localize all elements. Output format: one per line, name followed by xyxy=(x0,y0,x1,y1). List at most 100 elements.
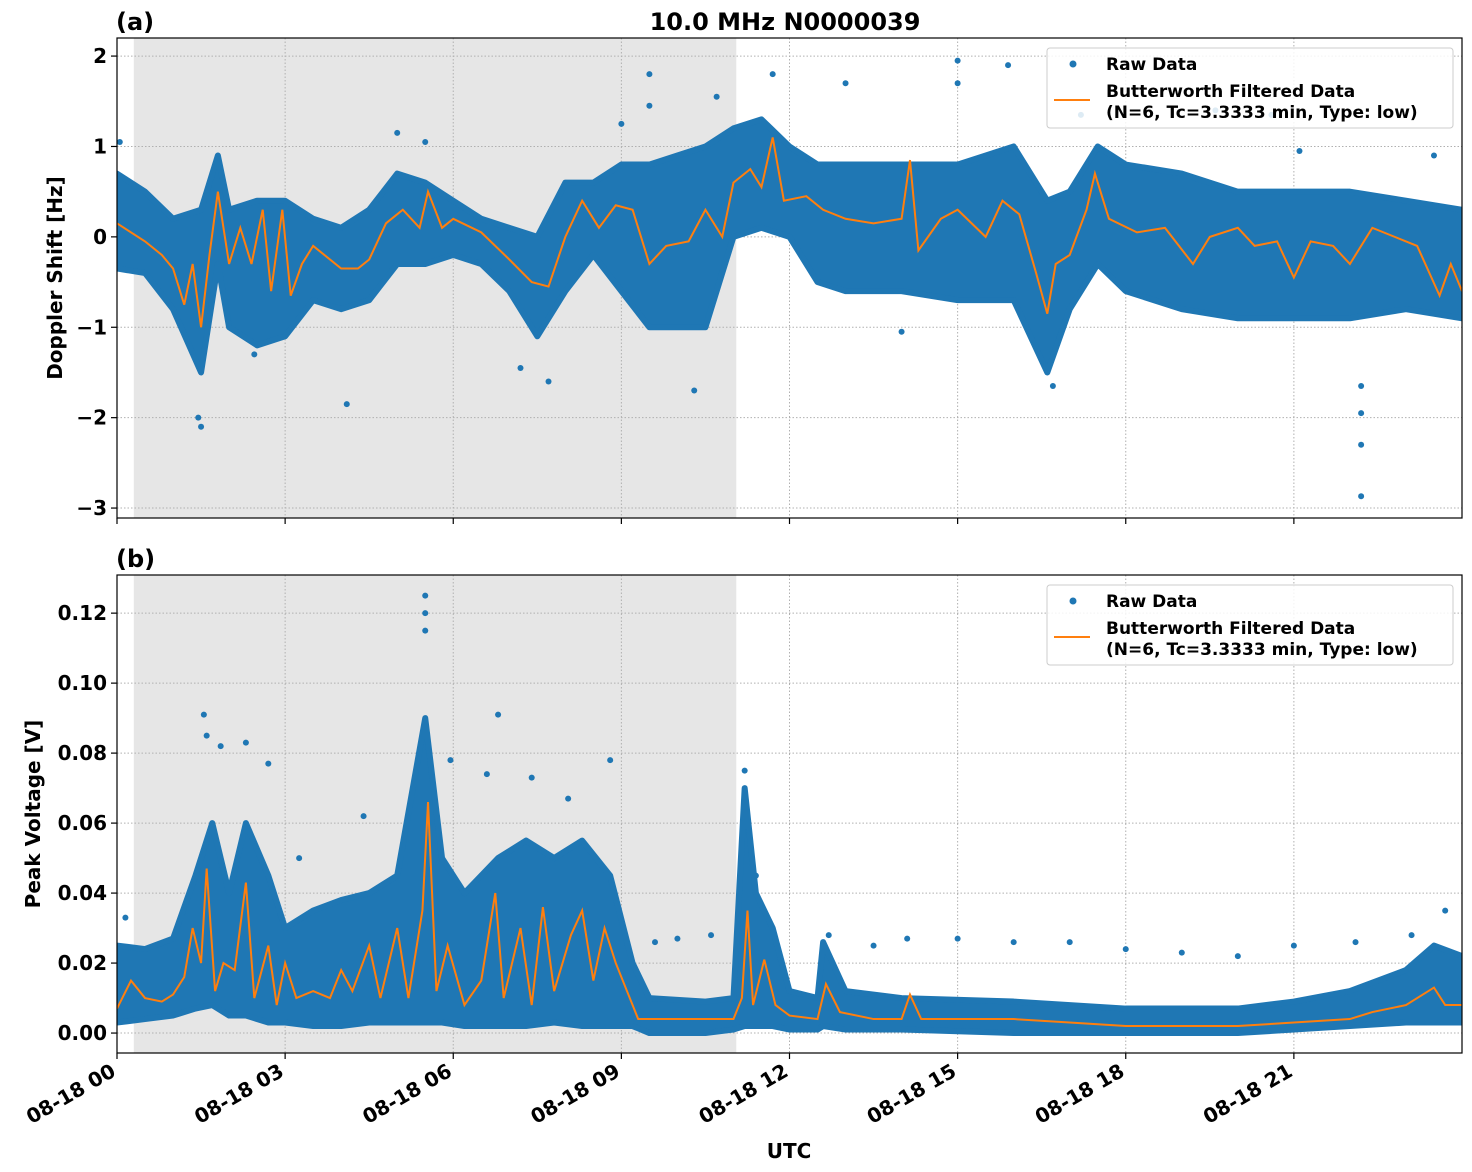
panel-label-a: (a) xyxy=(116,8,154,36)
x-tick-label: 08-18 15 xyxy=(863,1059,961,1129)
legend-box xyxy=(1046,584,1454,666)
y-tick-label: 0.04 xyxy=(58,881,107,905)
raw-data-point xyxy=(343,401,350,408)
x-tick-label: 08-18 18 xyxy=(1031,1059,1129,1129)
y-tick-label: −1 xyxy=(76,315,107,339)
plot-content-b xyxy=(117,575,1462,1053)
raw-data-point xyxy=(1122,946,1129,953)
legend-label-filter-params: (N=6, Tc=3.3333 min, Type: low) xyxy=(1106,640,1418,660)
raw-data-point xyxy=(483,771,490,778)
raw-data-point xyxy=(708,932,715,939)
raw-data-point xyxy=(652,939,658,946)
x-tick-label: 08-18 21 xyxy=(1199,1059,1297,1129)
raw-data-point xyxy=(545,378,552,385)
raw-data-point xyxy=(1352,939,1359,946)
legend-label-filtered: Butterworth Filtered Data xyxy=(1106,82,1355,102)
y-tick-label: 0.10 xyxy=(58,671,107,695)
y-tick-label: 0.06 xyxy=(58,811,107,835)
y-tick-label: −2 xyxy=(76,406,107,430)
y-tick-label: 1 xyxy=(93,134,107,158)
raw-data-point xyxy=(1178,949,1185,956)
raw-data-point xyxy=(674,935,681,942)
y-axis-label-a: Doppler Shift [Hz] xyxy=(43,176,67,380)
raw-data-scatter-band xyxy=(117,715,1462,1037)
raw-data-point xyxy=(769,71,776,78)
raw-data-point xyxy=(195,414,202,421)
raw-data-point xyxy=(296,855,303,862)
y-tick-label: 0 xyxy=(93,225,107,249)
raw-data-point xyxy=(251,351,258,358)
legend-label-filtered: Butterworth Filtered Data xyxy=(1106,619,1355,639)
raw-data-point xyxy=(422,138,429,145)
raw-data-point xyxy=(825,932,832,939)
x-tick-label: 08-18 03 xyxy=(190,1059,288,1129)
raw-data-point xyxy=(741,767,748,774)
raw-data-point xyxy=(752,872,759,879)
raw-data-point xyxy=(1049,383,1056,390)
raw-data-point xyxy=(203,732,210,739)
x-tick-label: 08-18 12 xyxy=(694,1059,792,1129)
legend-marker-raw xyxy=(1069,597,1077,605)
y-axis-label-b: Peak Voltage [V] xyxy=(21,720,45,909)
raw-data-point xyxy=(904,935,911,942)
raw-data-point xyxy=(954,935,961,942)
raw-data-point xyxy=(1430,152,1437,159)
raw-data-point xyxy=(422,610,429,617)
raw-data-point xyxy=(1290,942,1297,949)
raw-data-point xyxy=(394,129,401,136)
raw-data-point xyxy=(646,102,653,109)
raw-data-point xyxy=(200,711,207,718)
raw-data-point xyxy=(1358,441,1365,448)
raw-data-point xyxy=(122,914,129,921)
y-tick-label: 0.00 xyxy=(58,1021,107,1045)
legend-label-raw: Raw Data xyxy=(1106,592,1197,612)
y-tick-label: 0.12 xyxy=(58,601,107,625)
plot-area-b: 0.00 0.02 0.04 0.06 0.08 0.10 0.12 Raw Data Butt… xyxy=(58,574,1463,1059)
raw-data-point xyxy=(1234,953,1241,960)
raw-data-scatter-band xyxy=(117,116,1462,376)
raw-data-point xyxy=(691,387,698,394)
raw-data-point xyxy=(954,80,961,87)
raw-data-point xyxy=(447,757,454,764)
raw-data-point xyxy=(495,711,502,718)
raw-data-point xyxy=(1066,939,1073,946)
legend-a: Raw Data Butterworth Filtered Data(N=6, T… xyxy=(1046,47,1454,129)
x-tick-label: 08-18 09 xyxy=(526,1059,624,1129)
raw-data-point xyxy=(870,942,877,949)
raw-data-point xyxy=(1358,493,1365,500)
raw-data-point xyxy=(242,739,249,746)
raw-data-point xyxy=(1408,932,1415,939)
raw-data-point xyxy=(117,138,123,145)
raw-data-point xyxy=(618,120,625,127)
raw-data-point xyxy=(1005,62,1012,69)
y-tick-label: −3 xyxy=(76,496,107,520)
raw-data-point xyxy=(528,774,535,781)
y-tick-label: 0.08 xyxy=(58,741,107,765)
raw-data-point xyxy=(1358,383,1365,390)
raw-data-point xyxy=(607,757,614,764)
raw-data-point xyxy=(1442,907,1449,914)
plot-area-a: 2 1 0 −1 −2 −3 Raw Data Butterworth Filtered Da… xyxy=(76,37,1463,524)
raw-data-point xyxy=(842,80,849,87)
raw-data-point xyxy=(954,57,961,64)
x-axis-label: UTC xyxy=(767,1139,812,1163)
raw-data-point xyxy=(1296,147,1303,154)
legend-label-raw: Raw Data xyxy=(1106,55,1197,75)
x-tick-label: 08-18 00 xyxy=(22,1059,120,1129)
filtered-data-line xyxy=(117,802,1462,1028)
raw-data-point xyxy=(265,760,272,767)
panel-label-b: (b) xyxy=(116,545,155,573)
raw-data-point xyxy=(1010,939,1017,946)
raw-data-point xyxy=(898,328,905,335)
raw-data-point xyxy=(713,93,720,100)
raw-data-point xyxy=(517,364,524,371)
raw-data-point xyxy=(565,795,572,802)
chart-title: 10.0 MHz N0000039 xyxy=(650,8,921,36)
legend-box xyxy=(1046,47,1454,129)
raw-data-point xyxy=(1358,410,1365,417)
x-tick-label: 08-18 06 xyxy=(358,1059,456,1129)
raw-data-point xyxy=(198,423,205,430)
raw-data-point xyxy=(422,592,429,599)
